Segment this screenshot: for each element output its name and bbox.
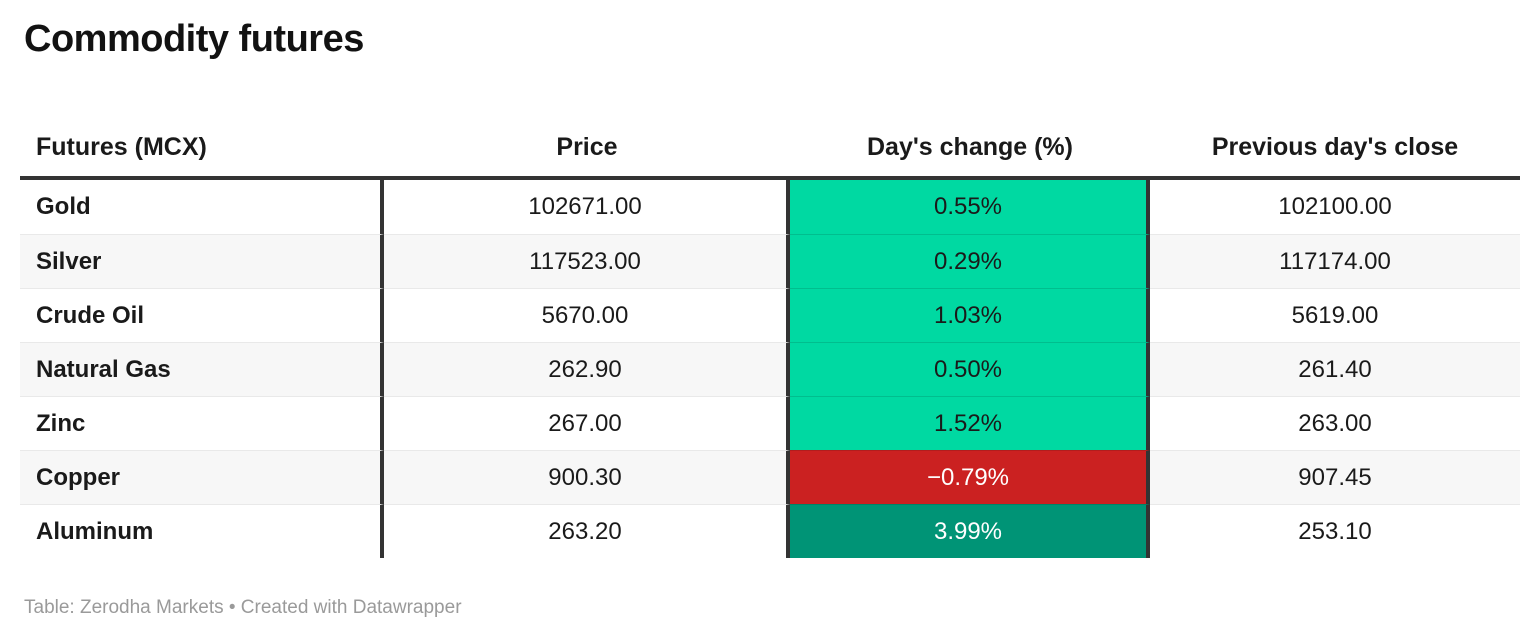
days-change-cell: 0.50% bbox=[790, 342, 1150, 396]
price-cell: 900.30 bbox=[384, 450, 790, 504]
column-header-futures: Futures (MCX) bbox=[36, 132, 207, 161]
days-change-cell: 3.99% bbox=[790, 504, 1150, 558]
table-row: Silver 117523.00 0.29% 117174.00 bbox=[20, 234, 1520, 288]
days-change-cell: 1.03% bbox=[790, 288, 1150, 342]
table-row: Natural Gas 262.90 0.50% 261.40 bbox=[20, 342, 1520, 396]
days-change-cell: 0.29% bbox=[790, 234, 1150, 288]
price-value: 117523.00 bbox=[529, 247, 641, 275]
table-row: Gold 102671.00 0.55% 102100.00 bbox=[20, 180, 1520, 234]
futures-name: Gold bbox=[36, 193, 91, 220]
change-value: −0.79% bbox=[926, 463, 1010, 491]
prev-close-cell: 102100.00 bbox=[1150, 180, 1520, 234]
prev-close-cell: 907.45 bbox=[1150, 450, 1520, 504]
change-value: 0.29% bbox=[933, 247, 1003, 275]
prev-close-value: 907.45 bbox=[1298, 463, 1372, 491]
futures-name: Copper bbox=[36, 463, 120, 491]
price-cell: 102671.00 bbox=[384, 180, 790, 234]
column-header-price: Price bbox=[556, 132, 618, 161]
change-value: 0.50% bbox=[933, 355, 1003, 383]
table-row: Crude Oil 5670.00 1.03% 5619.00 bbox=[20, 288, 1520, 342]
change-value: 1.52% bbox=[933, 409, 1003, 437]
commodity-futures-table: Futures (MCX) Price Day's change (%) Pre… bbox=[20, 118, 1520, 558]
table-attribution: Table: Zerodha Markets • Created with Da… bbox=[24, 597, 462, 618]
prev-close-value: 261.40 bbox=[1298, 355, 1372, 383]
prev-close-cell: 263.00 bbox=[1150, 396, 1520, 450]
prev-close-value: 5619.00 bbox=[1291, 301, 1379, 329]
prev-close-cell: 253.10 bbox=[1150, 504, 1520, 558]
price-value: 263.20 bbox=[548, 517, 622, 545]
futures-name-cell: Aluminum bbox=[20, 504, 384, 558]
price-value: 267.00 bbox=[548, 409, 622, 437]
prev-close-cell: 5619.00 bbox=[1150, 288, 1520, 342]
futures-name-cell: Crude Oil bbox=[20, 288, 384, 342]
futures-name: Silver bbox=[36, 247, 102, 275]
futures-name: Aluminum bbox=[36, 517, 154, 545]
futures-name-cell: Copper bbox=[20, 450, 384, 504]
futures-name-cell: Silver bbox=[20, 234, 384, 288]
price-value: 262.90 bbox=[548, 355, 622, 383]
days-change-cell: 1.52% bbox=[790, 396, 1150, 450]
table-body: Gold 102671.00 0.55% 102100.00 Silver 11… bbox=[20, 180, 1520, 558]
price-cell: 263.20 bbox=[384, 504, 790, 558]
page-title: Commodity futures bbox=[24, 18, 364, 60]
futures-name: Crude Oil bbox=[36, 301, 145, 329]
prev-close-value: 253.10 bbox=[1298, 517, 1372, 545]
prev-close-cell: 261.40 bbox=[1150, 342, 1520, 396]
futures-name-cell: Natural Gas bbox=[20, 342, 384, 396]
price-cell: 117523.00 bbox=[384, 234, 790, 288]
column-header-days-change: Day's change (%) bbox=[866, 132, 1073, 161]
prev-close-value: 117174.00 bbox=[1279, 247, 1391, 275]
price-cell: 267.00 bbox=[384, 396, 790, 450]
table-row: Zinc 267.00 1.52% 263.00 bbox=[20, 396, 1520, 450]
table-row: Copper 900.30 −0.79% 907.45 bbox=[20, 450, 1520, 504]
price-cell: 5670.00 bbox=[384, 288, 790, 342]
prev-close-value: 263.00 bbox=[1298, 409, 1372, 437]
price-cell: 262.90 bbox=[384, 342, 790, 396]
futures-name-cell: Zinc bbox=[20, 396, 384, 450]
price-value: 102671.00 bbox=[528, 193, 642, 220]
change-value: 0.55% bbox=[933, 193, 1003, 220]
prev-close-value: 102100.00 bbox=[1278, 193, 1392, 220]
futures-name: Natural Gas bbox=[36, 355, 171, 383]
table-header-row: Futures (MCX) Price Day's change (%) Pre… bbox=[20, 118, 1520, 180]
change-value: 3.99% bbox=[933, 517, 1003, 545]
price-value: 5670.00 bbox=[541, 301, 629, 329]
futures-name-cell: Gold bbox=[20, 180, 384, 234]
futures-name: Zinc bbox=[36, 409, 86, 437]
change-value: 1.03% bbox=[933, 301, 1003, 329]
prev-close-cell: 117174.00 bbox=[1150, 234, 1520, 288]
table-row: Aluminum 263.20 3.99% 253.10 bbox=[20, 504, 1520, 558]
price-value: 900.30 bbox=[548, 463, 622, 491]
days-change-cell: 0.55% bbox=[790, 180, 1150, 234]
column-header-prev-close: Previous day's close bbox=[1211, 132, 1459, 161]
days-change-cell: −0.79% bbox=[790, 450, 1150, 504]
